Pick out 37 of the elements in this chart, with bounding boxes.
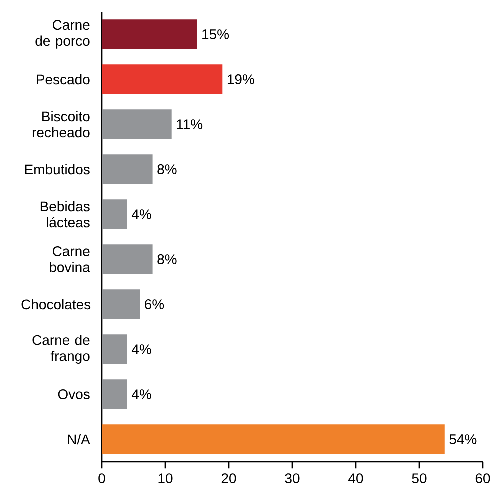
x-tick-label: 10 bbox=[158, 474, 173, 484]
bar bbox=[102, 64, 223, 94]
data-label: 15% bbox=[202, 30, 230, 40]
data-label: 4% bbox=[132, 210, 152, 220]
x-tick-label: 60 bbox=[476, 474, 490, 484]
x-tick-label: 20 bbox=[222, 474, 236, 484]
data-label: 4% bbox=[132, 344, 152, 354]
bar bbox=[102, 154, 153, 184]
bar bbox=[102, 424, 445, 454]
x-tick-label: 50 bbox=[412, 474, 427, 484]
bar bbox=[102, 20, 198, 50]
data-label: 6% bbox=[145, 300, 164, 310]
y-tick-label: Bebidas lácteas bbox=[40, 201, 90, 228]
bar bbox=[102, 290, 140, 320]
data-label: 8% bbox=[158, 164, 177, 174]
x-tick-label: 0 bbox=[98, 474, 106, 484]
y-tick-label: Chocolates bbox=[22, 299, 91, 310]
y-tick-label: N/A bbox=[68, 434, 90, 445]
x-tick-label: 30 bbox=[285, 474, 300, 484]
x-tick-label: 40 bbox=[348, 474, 364, 484]
data-label: 54% bbox=[450, 434, 477, 444]
y-tick-label: Pescado bbox=[37, 74, 90, 85]
bar bbox=[102, 334, 128, 364]
data-label: 4% bbox=[132, 390, 152, 400]
bar bbox=[102, 200, 128, 230]
data-label: 11% bbox=[177, 120, 203, 130]
y-tick-label: Embutidos bbox=[25, 164, 90, 175]
y-tick-label: Carne de porco bbox=[36, 20, 90, 49]
y-tick-label: Carne de frango bbox=[32, 334, 90, 364]
bar bbox=[102, 380, 128, 410]
y-tick-label: Ovos bbox=[58, 390, 90, 400]
bar bbox=[102, 110, 172, 140]
data-label: 19% bbox=[228, 74, 254, 84]
data-label: 8% bbox=[158, 254, 177, 264]
bar bbox=[102, 244, 153, 274]
y-tick-label: Biscoito recheado bbox=[32, 111, 90, 138]
y-tick-label: Carne bovina bbox=[50, 246, 90, 272]
